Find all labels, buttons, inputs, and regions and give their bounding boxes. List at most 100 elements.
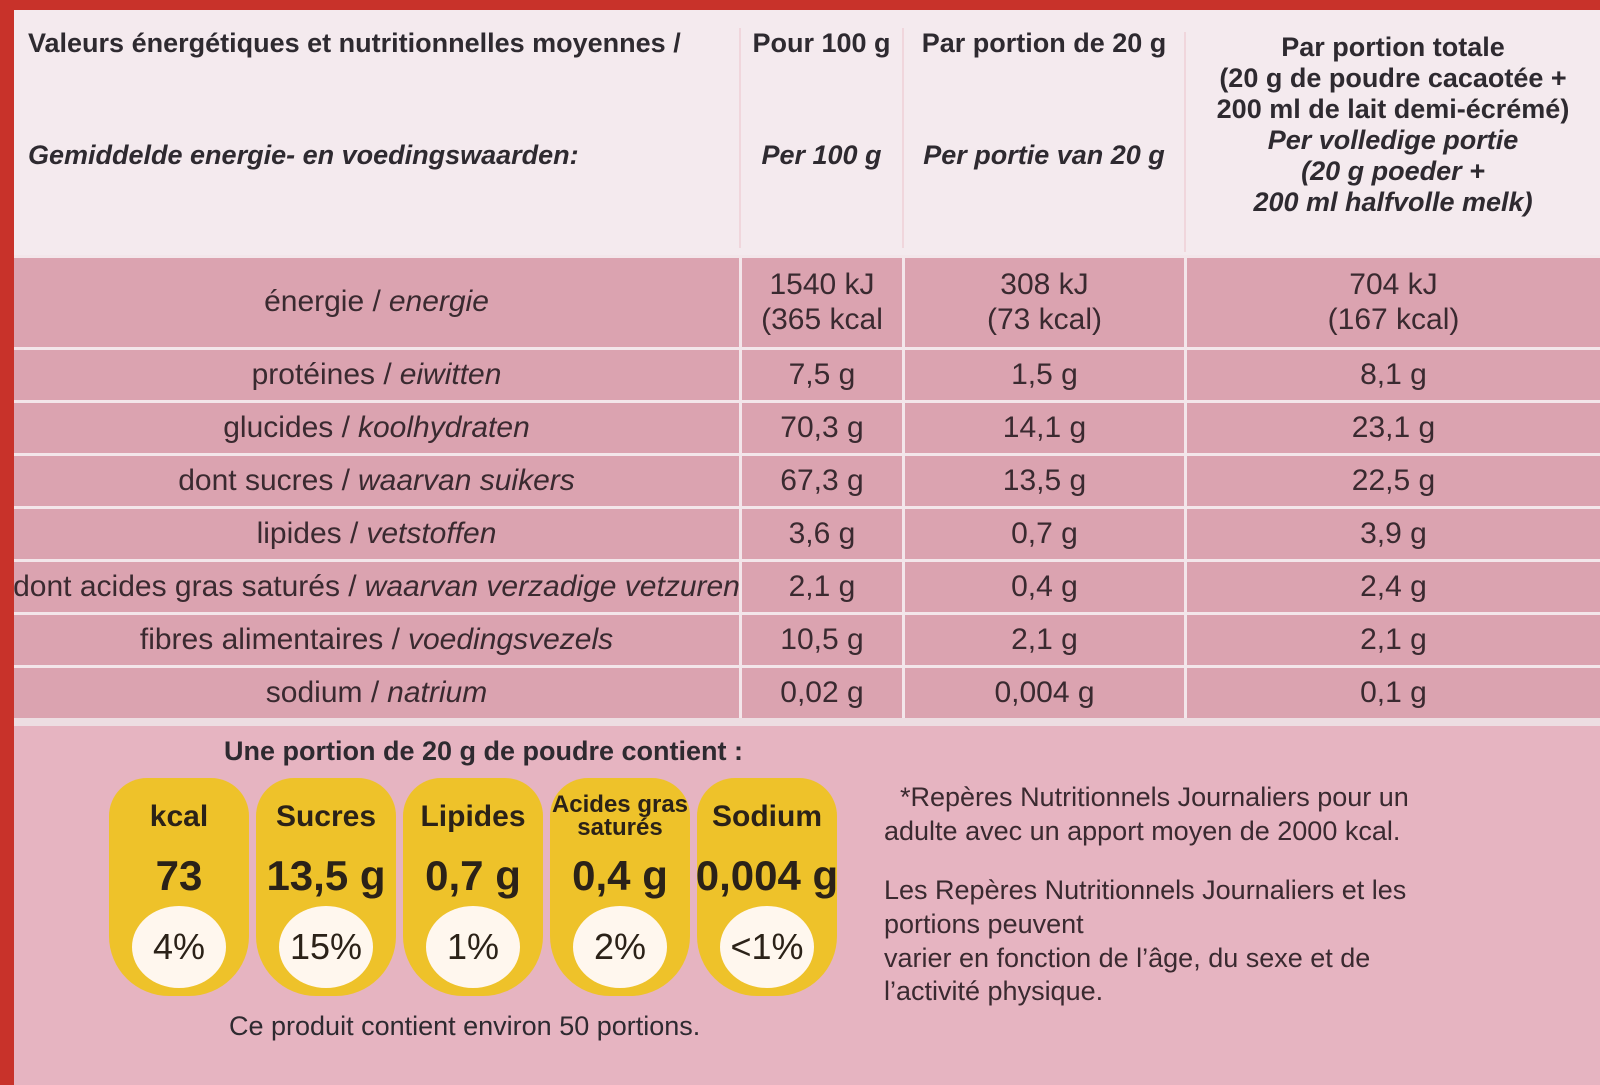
table-row: lipides / vetstoffen 3,6 g 0,7 g 3,9 g [14,506,1600,559]
value-cell: 0,4 g [902,562,1184,612]
value-cell: 3,6 g [739,509,902,559]
label-fr: dont acides gras saturés / [14,569,357,603]
header-fr: (20 g de poudre cacaotée + [1219,63,1567,94]
portion-section: Une portion de 20 g de poudre contient :… [14,726,1600,1085]
badge-name-line: Sucres [275,799,377,833]
value: 3,6 g [788,516,856,550]
badge-name-line: Acides gras [551,791,689,819]
value-cell: 0,1 g [1184,668,1600,718]
badge-percent: 2% [573,906,667,988]
badge-percent: 15% [279,906,373,988]
header-nl: Per 100 g [761,140,882,170]
badge-value: 0,004 g [695,852,839,899]
label-nl: energie [388,285,489,319]
row-label: lipides / vetstoffen [14,509,739,559]
value-cell: 3,9 g [1184,509,1600,559]
note-2: Les Repères Nutritionnels Journaliers et… [884,874,1406,1009]
badge-percent: 4% [132,906,226,988]
value: 2,4 g [1360,569,1427,603]
note-line: portions peuvent [884,908,1084,939]
row-label: dont acides gras saturés / waarvan verzad… [14,562,740,612]
table-row: fibres alimentaires / voedingsvezels 10,5 … [14,612,1600,665]
badge-percent: <1% [720,906,814,988]
header-fr: Pour 100 g [752,28,891,58]
value-cell: 0,004 g [902,668,1184,718]
header-nl: Per volledige portie [1267,125,1519,156]
value-cell: 23,1 g [1184,403,1600,453]
value: 0,1 g [1360,675,1427,709]
badge-name-line: Lipides [420,799,526,833]
badge-name: Lipides [420,786,525,848]
value: 0,4 g [1011,569,1078,603]
value-cell: 2,1 g [902,615,1184,665]
badge-name-line: saturés [577,814,663,841]
label-fr: fibres alimentaires / [139,622,400,656]
header-label-nl: Gemiddelde energie- en voedingswaarden: [28,140,579,170]
row-label: énergie / energie [14,258,739,347]
note-line: *Repères Nutritionnels Journaliers pour … [900,782,1409,812]
badge-name: Sodium [712,786,822,848]
value: 7,5 g [788,357,856,391]
value: 2,1 g [1011,622,1078,656]
badge-name: Sucres [276,786,376,848]
header-nl: (20 g poeder + [1301,156,1485,187]
portion-title: Une portion de 20 g de poudre contient : [224,736,744,766]
row-label: protéines / eiwitten [14,350,739,400]
note-line: adulte avec un apport moyen de 2000 kcal… [884,815,1401,846]
header: Valeurs énergétiques et nutritionnelles … [14,10,1600,255]
row-label: dont sucres / waarvan suikers [14,456,739,506]
header-fr: Par portion totale [1281,32,1505,62]
value-cell: 70,3 g [739,403,902,453]
value: 67,3 g [780,463,864,497]
header-cell: Par portion de 20 g Per portie van 20 g [902,28,1184,248]
badge-name-line: Sodium [712,799,822,833]
value-cell: 2,1 g [1184,615,1600,665]
label-nl: voedingsvezels [407,622,614,656]
badge: Lipides 0,7 g 1% [403,778,543,996]
label-nl: waarvan suikers [358,463,575,497]
label-fr: dont sucres / [178,463,350,497]
label-fr: énergie / [264,285,381,319]
value-cell: 1540 kJ (365 kcal [739,258,902,347]
value: 704 kJ [1349,268,1438,301]
badge: Sucres 13,5 g 15% [256,778,396,996]
value: (365 kcal [761,302,883,336]
label-nl: eiwitten [399,357,502,391]
badge-name-line: kcal [149,799,209,833]
note-line: Les Repères Nutritionnels Journaliers et… [884,875,1407,905]
table-row: énergie / energie 1540 kJ (365 kcal 308 kJ (7… [14,255,1600,347]
header-cell: Par portion totale (20 g de poudre cacaot… [1184,32,1600,252]
label-nl: natrium [387,675,488,709]
value: 70,3 g [780,410,864,444]
label-fr: glucides / [223,410,350,444]
header-label-fr: Valeurs énergétiques et nutritionnelles … [28,28,681,58]
value: (73 kcal) [986,302,1103,336]
value-cell: 8,1 g [1184,350,1600,400]
badge-value: 0,7 g [425,852,521,899]
note-1: *Repères Nutritionnels Journaliers pour … [884,781,1409,849]
value: 13,5 g [1002,463,1087,497]
value-cell: 14,1 g [902,403,1184,453]
value: 0,004 g [994,675,1095,709]
badge-value: 13,5 g [266,852,386,899]
value-cell: 7,5 g [739,350,902,400]
label-fr: sodium / [265,675,380,709]
note-line: varier en fonction de l’âge, du sexe et … [884,942,1371,973]
value-cell: 2,4 g [1184,562,1600,612]
value: 22,5 g [1351,463,1436,497]
value: 2,1 g [788,569,856,603]
label-fr: lipides / [256,516,359,550]
row-label: fibres alimentaires / voedingsvezels [14,615,739,665]
badge-name: kcal [150,786,208,848]
badge: Acides gras saturés 0,4 g 2% [550,778,690,996]
value-cell: 2,1 g [739,562,902,612]
value-cell: 704 kJ (167 kcal) [1184,258,1600,347]
value-cell: 22,5 g [1184,456,1600,506]
label: Valeurs énergétiques et nutritionnelles … [14,10,1600,1085]
badge-value: 0,4 g [572,852,668,899]
value-cell: 0,02 g [739,668,902,718]
header-cell: Pour 100 g Per 100 g [739,28,902,248]
badge: Sodium 0,004 g <1% [695,778,839,996]
label-fr: protéines / [251,357,392,391]
value-cell: 67,3 g [739,456,902,506]
